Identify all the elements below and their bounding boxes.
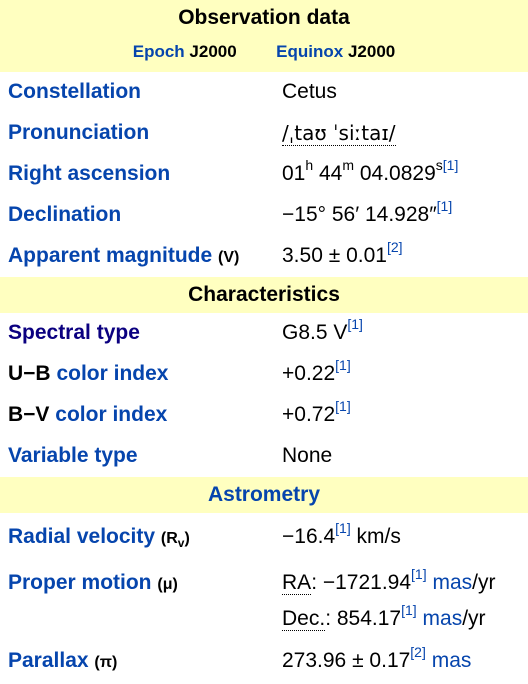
parallax-label[interactable]: Parallax (π)	[8, 649, 117, 673]
observation-data-title: Observation data	[178, 6, 350, 29]
bv-color-index-text: +0.72	[282, 403, 336, 426]
equinox-link[interactable]: Equinox	[276, 42, 344, 61]
observation-data-header: Observation data Epoch J2000 Equinox J20…	[0, 0, 528, 72]
parallax-unit-link[interactable]: mas	[431, 649, 472, 672]
ra-reference[interactable]: [1]	[442, 157, 459, 173]
proper-motion-label-text[interactable]: Proper motion	[8, 571, 152, 594]
variable-type-label[interactable]: Variable type	[8, 444, 138, 467]
bv-color-index-row: B−V color index +0.72[1]	[0, 395, 528, 436]
constellation-row: Constellation Cetus	[0, 72, 528, 113]
ra-seconds-unit: s	[435, 157, 443, 173]
proper-motion-dec-reference[interactable]: [1]	[401, 602, 417, 618]
parallax-row: Parallax (π) 273.96 ± 0.17[2] mas	[0, 643, 528, 684]
spectral-type-label[interactable]: Spectral type	[8, 321, 140, 345]
radial-velocity-symbol: (Rv)	[160, 530, 190, 551]
proper-motion-dec-unit-link[interactable]: mas	[422, 607, 463, 630]
radial-velocity-label[interactable]: Radial velocity (Rv)	[8, 525, 190, 550]
pronunciation-label[interactable]: Pronunciation	[8, 121, 150, 144]
astrometry-header[interactable]: Astrometry	[0, 477, 528, 513]
bv-color-index-link[interactable]: color index	[49, 403, 168, 426]
right-ascension-label[interactable]: Right ascension	[8, 162, 171, 185]
spectral-type-reference[interactable]: [1]	[347, 316, 363, 332]
spectral-type-value: G8.5 V[1]	[282, 317, 363, 345]
proper-motion-ra-unit-rest: /yr	[472, 571, 496, 594]
radial-velocity-unit: km/s	[350, 525, 401, 548]
proper-motion-ra-unit-link[interactable]: mas	[432, 571, 473, 594]
proper-motion-dec: Dec.: 854.17[1] mas/yr	[282, 603, 486, 631]
ub-color-index-link[interactable]: color index	[50, 362, 169, 385]
epoch-link[interactable]: Epoch	[132, 42, 185, 61]
ub-label-bold: U−B	[8, 362, 51, 385]
apparent-magnitude-band: (V)	[218, 249, 240, 266]
proper-motion-ra-value: : −1721.94	[311, 571, 412, 594]
apparent-magnitude-reference[interactable]: [2]	[386, 239, 403, 255]
radial-velocity-value: −16.4[1] km/s	[282, 521, 401, 549]
declination-reference[interactable]: [1]	[436, 198, 453, 214]
parallax-label-text[interactable]: Parallax	[8, 649, 89, 672]
radial-velocity-text: −16.4	[282, 525, 336, 548]
epoch-value: J2000	[189, 42, 237, 61]
proper-motion-symbol: (μ)	[157, 576, 178, 593]
parallax-value: 273.96 ± 0.17[2] mas	[282, 645, 472, 673]
parallax-symbol: (π)	[94, 654, 118, 671]
radial-velocity-symbol-r: (R	[160, 530, 178, 547]
radial-velocity-symbol-end: )	[184, 530, 190, 547]
radial-velocity-reference[interactable]: [1]	[335, 520, 351, 536]
ra-minutes-unit: m	[342, 157, 355, 173]
proper-motion-dec-value: : 854.17	[325, 607, 402, 630]
declination-label[interactable]: Declination	[8, 203, 122, 226]
constellation-label[interactable]: Constellation	[8, 80, 142, 103]
proper-motion-label[interactable]: Proper motion (μ)	[8, 571, 178, 595]
ra-hours: 01	[282, 162, 306, 185]
proper-motion-dec-unit-rest: /yr	[462, 607, 486, 630]
bv-label-bold: B−V	[8, 403, 50, 426]
pronunciation-value[interactable]: /ˌtaʊ ˈsiːtaɪ/	[282, 121, 396, 146]
right-ascension-row: Right ascension 01h 44m 04.0829s[1]	[0, 154, 528, 195]
pronunciation-row: Pronunciation /ˌtaʊ ˈsiːtaɪ/	[0, 113, 528, 154]
constellation-value[interactable]: Cetus	[282, 80, 337, 103]
ub-color-index-value: +0.22[1]	[282, 358, 351, 386]
variable-type-value: None	[282, 444, 333, 467]
proper-motion-dec-abbr[interactable]: Dec.	[282, 607, 326, 631]
bv-color-index-value: +0.72[1]	[282, 399, 351, 427]
parallax-text: 273.96 ± 0.17	[282, 649, 411, 672]
apparent-magnitude-row: Apparent magnitude (V) 3.50 ± 0.01[2]	[0, 236, 528, 277]
spectral-type-row: Spectral type G8.5 V[1]	[0, 313, 528, 354]
equinox-value: J2000	[347, 42, 396, 61]
apparent-magnitude-text: 3.50 ± 0.01	[282, 244, 387, 267]
ra-seconds: 04.0829	[354, 162, 436, 185]
ra-hours-unit: h	[305, 157, 314, 173]
radial-velocity-symbol-sub: v	[177, 536, 185, 551]
right-ascension-value: 01h 44m 04.0829s[1]	[282, 158, 458, 186]
ra-minutes: 44	[313, 162, 343, 185]
apparent-magnitude-value: 3.50 ± 0.01[2]	[282, 240, 403, 268]
bv-color-index-reference[interactable]: [1]	[335, 398, 351, 414]
ub-color-index-text: +0.22	[282, 362, 336, 385]
variable-type-row: Variable type None	[0, 436, 528, 477]
ub-color-index-label: U−B color index	[8, 362, 168, 386]
characteristics-header: Characteristics	[0, 277, 528, 313]
proper-motion-row: Proper motion (μ) RA: −1721.94[1] mas/yr…	[0, 561, 528, 643]
ub-color-index-row: U−B color index +0.22[1]	[0, 354, 528, 395]
parallax-reference[interactable]: [2]	[410, 644, 426, 660]
apparent-magnitude-label[interactable]: Apparent magnitude (V)	[8, 244, 239, 268]
radial-velocity-label-text[interactable]: Radial velocity	[8, 525, 156, 548]
ub-color-index-reference[interactable]: [1]	[335, 357, 351, 373]
bv-color-index-label: B−V color index	[8, 403, 167, 427]
apparent-magnitude-label-text[interactable]: Apparent magnitude	[8, 244, 213, 267]
declination-row: Declination −15° 56′ 14.928″[1]	[0, 195, 528, 236]
spectral-type-label-text[interactable]: Spectral type	[8, 321, 140, 344]
epoch-equinox-line: Epoch J2000 Equinox J2000	[0, 42, 528, 62]
proper-motion-ra-reference[interactable]: [1]	[411, 566, 427, 582]
proper-motion-ra-abbr[interactable]: RA	[282, 571, 312, 595]
declination-value: −15° 56′ 14.928″[1]	[282, 199, 452, 227]
radial-velocity-row: Radial velocity (Rv) −16.4[1] km/s	[0, 513, 528, 561]
declination-text: −15° 56′ 14.928″	[282, 203, 437, 226]
proper-motion-ra: RA: −1721.94[1] mas/yr	[282, 567, 496, 595]
spectral-type-text: G8.5 V	[282, 321, 348, 344]
